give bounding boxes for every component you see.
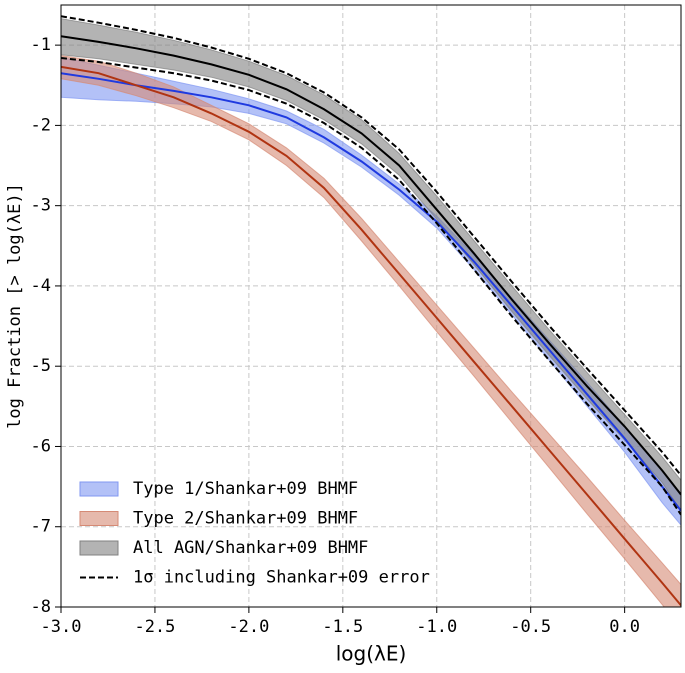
x-tick-label: -1.5	[322, 617, 363, 637]
x-axis-label: log(λE)	[336, 642, 407, 666]
legend-label: Type 1/Shankar+09 BHMF	[133, 479, 358, 499]
y-tick-label: -7	[31, 517, 51, 537]
y-tick-label: -2	[31, 115, 51, 135]
line	[61, 35, 681, 496]
legend-label: Type 2/Shankar+09 BHMF	[133, 509, 358, 529]
legend-swatch	[79, 511, 119, 526]
band	[61, 55, 681, 607]
axes: -3.0 -2.5 -2.0 -1.5 -1.0 -0.5 0.0 -8 -7 -6 -5 -4 -3 -…	[31, 35, 640, 637]
legend-label: All AGN/Shankar+09 BHMF	[133, 538, 368, 558]
legend-swatch	[79, 540, 119, 556]
y-tick-label: -8	[31, 597, 51, 617]
line	[61, 72, 681, 512]
y-tick-label: -1	[31, 35, 51, 55]
x-tick-label: -2.5	[134, 617, 175, 637]
x-tick-label: -3.0	[41, 617, 82, 637]
dashed-line	[61, 15, 681, 477]
dashed-line	[61, 57, 681, 516]
line	[61, 65, 681, 607]
y-axis-label: log Fraction [> log(λE)]	[5, 183, 25, 429]
plot-area	[61, 15, 681, 607]
x-tick-label: -0.5	[510, 617, 551, 637]
x-tick-label: 0.0	[609, 617, 640, 637]
band	[61, 18, 681, 512]
y-tick-label: -4	[31, 276, 51, 296]
y-tick-label: -3	[31, 196, 51, 216]
band	[61, 56, 681, 526]
x-tick-label: -2.0	[228, 617, 269, 637]
y-tick-label: -5	[31, 356, 51, 376]
x-tick-label: -1.0	[416, 617, 457, 637]
legend-swatch	[79, 481, 119, 497]
y-tick-label: -6	[31, 436, 51, 456]
legend-label: 1σ including Shankar+09 error	[133, 568, 430, 588]
legend: Type 1/Shankar+09 BHMF Type 2/Shankar+09 …	[79, 479, 430, 588]
frame	[60, 4, 682, 608]
